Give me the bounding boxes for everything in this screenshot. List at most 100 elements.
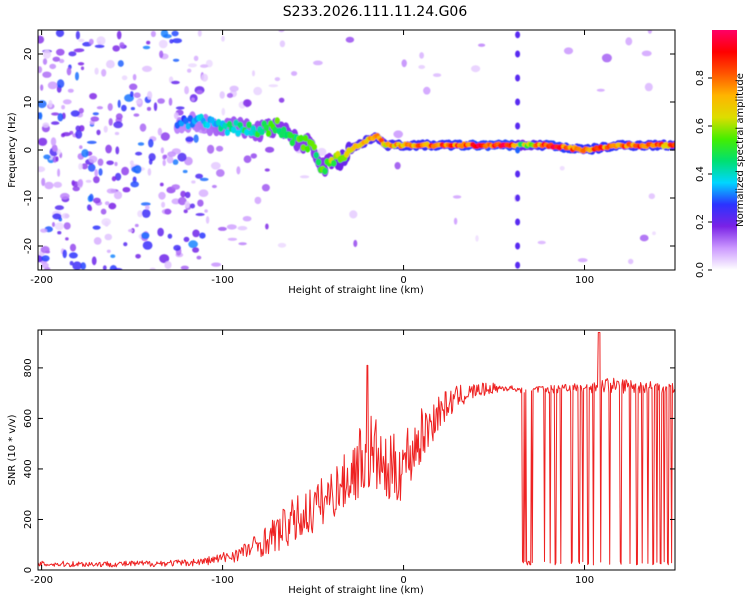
- spectrogram-noise-354: [279, 40, 286, 48]
- spectrogram-x-tick-label-1: -100: [211, 275, 234, 286]
- spectrogram-noise-218: [52, 222, 55, 227]
- spectrogram-ridge-59: [302, 134, 309, 142]
- spectrogram-noise-238: [77, 62, 85, 66]
- spectrogram-noise-178: [229, 85, 239, 92]
- spectrogram-noise-210: [72, 186, 80, 192]
- spectrogram-noise-289: [40, 228, 48, 233]
- spectrogram-noise-106: [216, 169, 225, 177]
- spectrogram-noise-234: [172, 159, 179, 165]
- spectrogram-noise-207: [191, 97, 195, 102]
- spectrogram-noise-34: [162, 159, 166, 166]
- spectrogram-noise-219: [196, 90, 203, 95]
- spectrogram-ridge-14: [204, 121, 211, 129]
- spectrogram-noise-164: [129, 83, 138, 91]
- spectrogram-ridge-229: [671, 142, 675, 148]
- spectrogram-noise-232: [40, 246, 50, 254]
- spectrogram-noise-131: [452, 195, 462, 199]
- spectrogram-noise-265: [39, 112, 43, 120]
- spectrogram-noise-247: [123, 242, 128, 247]
- spectrogram-ridge-46: [274, 117, 281, 125]
- spectrogram-noise-81: [277, 242, 287, 248]
- spectrogram-noise-330: [104, 201, 110, 206]
- spectrogram-noise-344: [88, 206, 93, 212]
- spectrogram-noise-328: [75, 130, 83, 139]
- spectrogram-noise-226: [42, 49, 52, 59]
- spectrogram-noise-213: [196, 255, 202, 260]
- spectrogram-noise-339: [192, 247, 200, 253]
- spectrogram-ridge-32: [244, 128, 250, 136]
- spectrogram-noise-175: [130, 91, 134, 98]
- spectrogram-noise-19: [433, 73, 442, 77]
- spectrogram-ridge-65: [315, 158, 322, 166]
- spectrogram-noise-127: [172, 58, 180, 62]
- spectrogram-noise-102: [171, 184, 180, 190]
- spectrogram-noise-283: [70, 110, 80, 117]
- spectrogram-noise-329: [393, 130, 404, 139]
- spectrogram-noise-132: [130, 107, 135, 111]
- snr-x-tick-label-3: 100: [575, 575, 594, 586]
- spectrogram-noise-228: [78, 125, 85, 132]
- spectrogram-noise-18: [146, 40, 151, 45]
- colorbar-tick-label-1: 0.2: [695, 214, 706, 230]
- spectrogram-noise-353: [199, 232, 206, 239]
- colorbar-label: Normalized spectral amplitude: [735, 73, 746, 227]
- spectrogram-noise-182: [160, 147, 165, 154]
- spectrogram-ridge-28: [235, 129, 241, 137]
- spectrogram-y-label: Frequency (Hz): [7, 112, 18, 188]
- spectrogram-noise-4: [106, 249, 111, 253]
- spectrogram-noise-162: [56, 79, 65, 89]
- spectrogram-noise-104: [75, 30, 80, 40]
- spectrogram-noise-260: [160, 132, 170, 141]
- spectrogram-noise-302: [113, 121, 123, 129]
- spectrogram-noise-267: [50, 137, 57, 147]
- spectrogram-noise-6: [205, 216, 210, 224]
- spectrogram-noise-142: [139, 123, 147, 132]
- spectrogram-noise-173: [264, 168, 270, 172]
- spectrogram-noise-309: [55, 156, 59, 162]
- spectrogram-noise-351: [641, 50, 652, 57]
- spectrogram-ridge-68: [322, 167, 328, 175]
- snr-panel: -200 -100 0 100 0 200 400 600 800 Height of str…: [7, 329, 676, 596]
- spectrogram-noise-240: [159, 50, 164, 59]
- spectrogram-ridge-63: [311, 143, 318, 151]
- spectrogram-noise-307: [80, 262, 86, 270]
- colorbar-tick-label-2: 0.4: [695, 166, 706, 182]
- spectrogram-noise-229: [418, 65, 426, 69]
- spectrogram-noise-346: [57, 113, 64, 122]
- spectrogram-noise-186: [130, 181, 139, 188]
- spectrogram-noise-51: [135, 99, 142, 105]
- spectrogram-noise-245: [157, 98, 165, 104]
- spectrogram-noise-258: [268, 84, 279, 88]
- spectrogram-noise-334: [148, 158, 153, 165]
- spectrogram-noise-227: [93, 197, 101, 204]
- spectrogram-noise-299: [183, 209, 188, 214]
- spectrogram-noise-252: [100, 208, 107, 215]
- spectrogram-noise-194: [93, 237, 102, 245]
- colorbar-gradient: [712, 30, 737, 270]
- spectrogram-noise-214: [648, 193, 655, 200]
- spectrogram-ridge-57: [298, 134, 304, 142]
- spectrogram-noise-82: [78, 107, 84, 114]
- colorbar-ticks: 0.0 0.2 0.4 0.6 0.8: [695, 70, 712, 278]
- spectrogram-noise-49: [85, 179, 92, 183]
- spectrogram-noise-335: [42, 122, 50, 128]
- spectrogram-ridge-23: [224, 128, 231, 136]
- spectrogram-noise-107: [90, 116, 100, 122]
- spectrogram-x-label: Height of straight line (km): [288, 285, 424, 296]
- spectrogram-noise-370: [101, 218, 111, 226]
- spectrogram-noise-55: [38, 35, 45, 44]
- spectrogram-noise-371: [141, 232, 150, 240]
- spectrogram-ridge-72: [330, 159, 337, 167]
- spectrogram-vline-dot-2: [515, 218, 521, 226]
- spectrogram-noise-73: [98, 168, 103, 176]
- spectrogram-noise-284: [66, 67, 72, 76]
- snr-y-ticks: 0 200 400 600 800: [23, 358, 675, 573]
- spectrogram-noise-272: [647, 30, 652, 34]
- spectrogram-noise-212: [51, 121, 60, 125]
- figure-title: S233.2026.111.11.24.G06: [283, 4, 468, 20]
- spectrogram-noise-266: [188, 240, 198, 249]
- spectrogram-noise-202: [114, 131, 120, 136]
- spectrogram-noise-350: [68, 51, 77, 57]
- spectrogram-noise-341: [52, 146, 58, 152]
